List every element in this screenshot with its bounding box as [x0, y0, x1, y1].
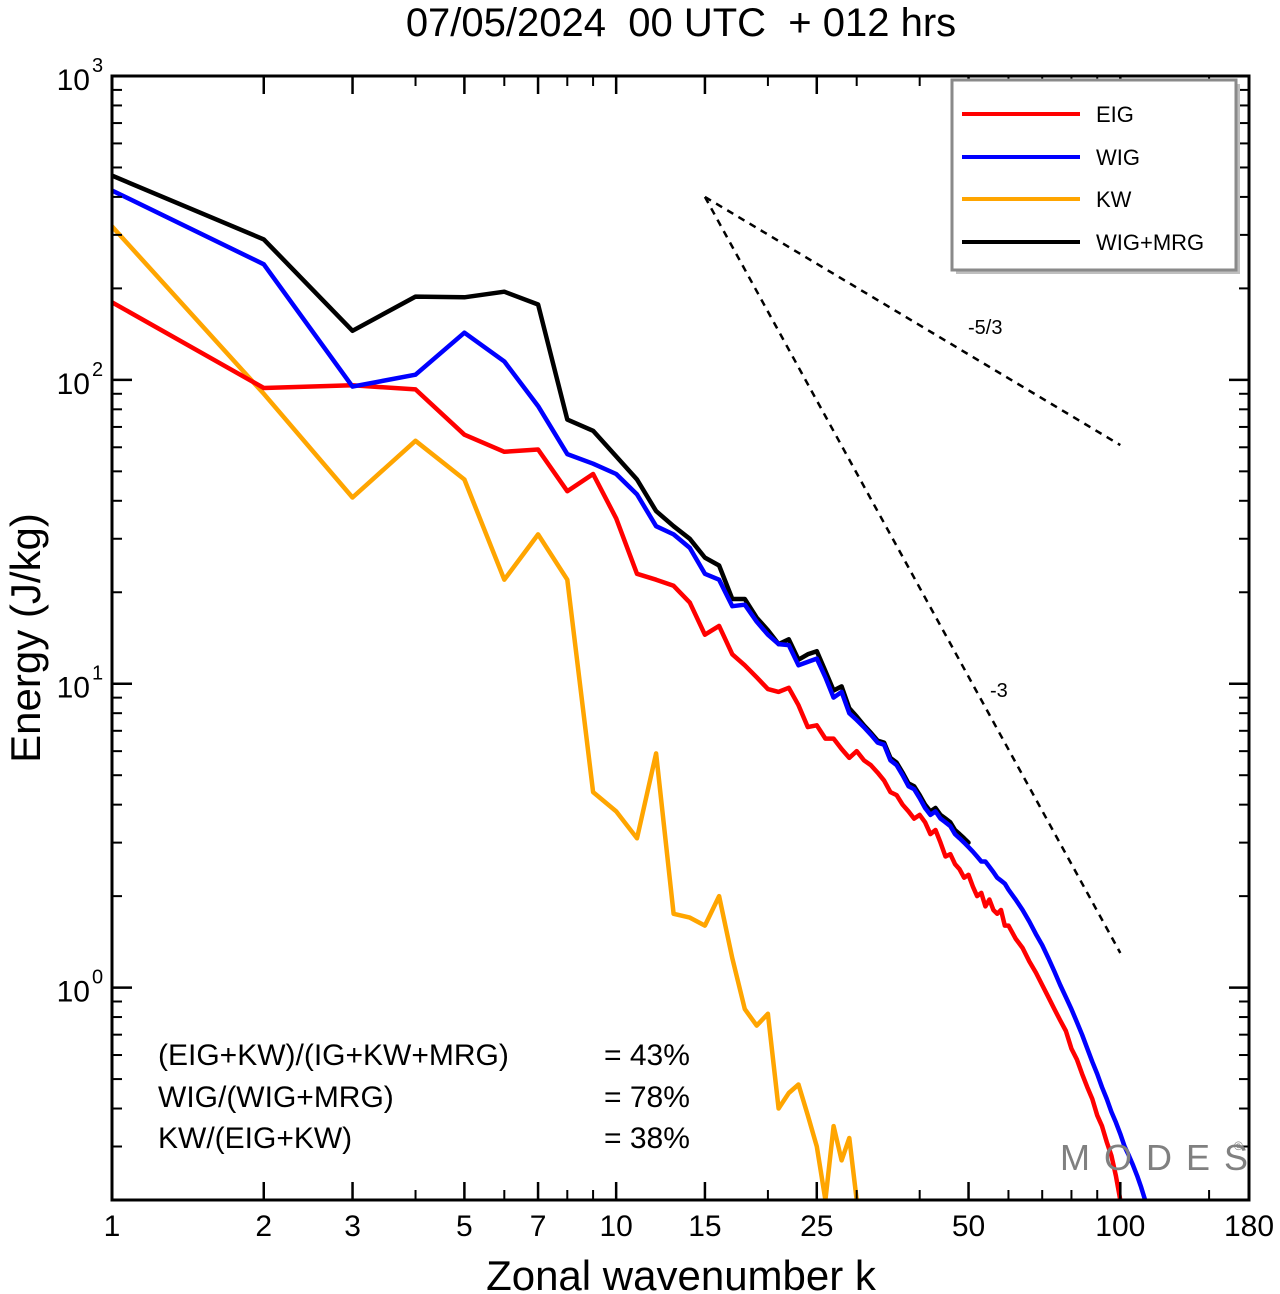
slope-line-2 — [703, 196, 1122, 954]
legend-label-kw: KW — [1096, 187, 1132, 212]
y-tick-label: 10 — [57, 368, 90, 401]
x-tick-label: 7 — [530, 1210, 547, 1243]
watermark: MODES © — [1060, 1137, 1262, 1178]
y-axis-label: Energy (J/kg) — [2, 513, 49, 763]
series-line-wig-mrg — [112, 173, 971, 845]
slope-label-1: -5/3 — [968, 317, 1002, 339]
x-tick-label: 25 — [800, 1210, 833, 1243]
legend-box — [950, 78, 1238, 272]
y-tick-label: 10 — [57, 976, 90, 1009]
x-axis-label: Zonal wavenumber k — [486, 1252, 877, 1294]
slope-reference-lines: -5/3 -3 — [703, 195, 1122, 954]
x-tick-label: 180 — [1224, 1210, 1274, 1243]
watermark-text: MODES — [1060, 1137, 1262, 1178]
x-tick-label: 100 — [1095, 1210, 1145, 1243]
y-tick-exponent: 2 — [92, 359, 103, 381]
plot-frame — [110, 74, 1251, 1202]
x-tick-label: 3 — [344, 1210, 361, 1243]
series-line-eig — [112, 300, 1123, 1200]
series-line-kw — [112, 224, 859, 1200]
ratio-value: = 78% — [604, 1081, 690, 1114]
ratio-label: WIG/(WIG+MRG) — [158, 1081, 394, 1114]
ratio-label: (EIG+KW)/(IG+KW+MRG) — [158, 1039, 509, 1072]
series-line-wig — [112, 188, 1148, 1200]
y-tick-exponent: 1 — [92, 663, 103, 685]
legend: EIG WIG KW WIG+MRG — [950, 78, 1240, 274]
x-tick-label: 1 — [104, 1210, 121, 1243]
series-group — [112, 173, 1148, 1200]
ratio-annotations: (EIG+KW)/(IG+KW+MRG) = 43% WIG/(WIG+MRG) = … — [158, 1039, 690, 1155]
slope-line-1 — [704, 195, 1121, 447]
x-tick-label: 5 — [456, 1210, 473, 1243]
y-tick-label: 10 — [57, 672, 90, 705]
ratio-value: = 38% — [604, 1122, 690, 1155]
chart-title: 07/05/2024 00 UTC + 012 hrs — [406, 1, 956, 45]
ratio-label: KW/(EIG+KW) — [158, 1122, 352, 1155]
ratio-value: = 43% — [604, 1039, 690, 1072]
x-tick-label: 2 — [255, 1210, 272, 1243]
legend-label-eig: EIG — [1096, 102, 1134, 127]
legend-label-wig-mrg: WIG+MRG — [1096, 230, 1204, 255]
y-tick-label: 10 — [57, 64, 90, 97]
watermark-copyright: © — [1234, 1139, 1243, 1153]
legend-label-wig: WIG — [1096, 145, 1140, 170]
x-tick-label: 10 — [599, 1210, 632, 1243]
y-tick-exponent: 3 — [92, 55, 103, 77]
x-tick-label: 15 — [688, 1210, 721, 1243]
slope-label-2: -3 — [990, 680, 1008, 702]
x-tick-label: 50 — [952, 1210, 985, 1243]
y-tick-exponent: 0 — [92, 967, 103, 989]
